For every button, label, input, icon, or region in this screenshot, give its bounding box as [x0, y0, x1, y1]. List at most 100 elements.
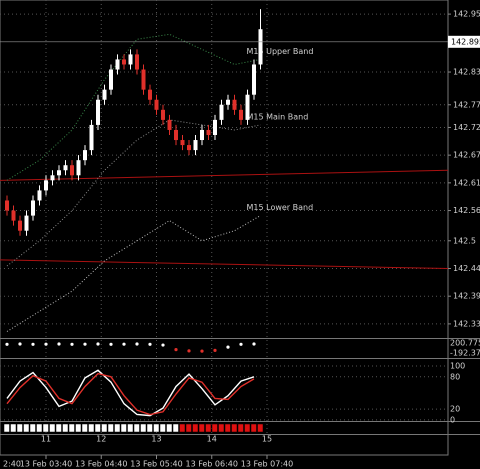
signal-cell — [36, 423, 43, 433]
signal-cell — [94, 423, 101, 433]
y-tick-label: 142.835 — [453, 68, 480, 77]
level-line — [0, 169, 449, 181]
signal-cell — [29, 423, 36, 433]
band-label: M15 Upper Band — [247, 47, 314, 56]
x-tick-label: 13 Feb 06:40 — [186, 460, 238, 469]
indicator-dot — [135, 342, 139, 346]
indicator-dot — [161, 343, 165, 347]
indicator-dot — [252, 342, 256, 346]
x-tick-label: 12 — [96, 435, 106, 444]
candle-body — [89, 124, 94, 151]
signal-cell — [10, 423, 17, 433]
x-tick-label: 13 Feb 05:40 — [130, 460, 182, 469]
candle-body — [128, 54, 133, 65]
candle-body — [37, 190, 42, 201]
signal-cell — [133, 423, 140, 433]
candle-body — [161, 109, 165, 120]
indicator-dot — [57, 342, 61, 346]
candle-body — [167, 119, 172, 130]
candle-body — [109, 69, 113, 90]
indicator-dot — [148, 342, 152, 346]
candle-body — [44, 180, 48, 191]
signal-cell — [101, 423, 108, 433]
candle-body — [50, 175, 55, 181]
signal-cell — [153, 423, 160, 433]
y-tick-label: 142.56 — [453, 206, 480, 215]
oscillator-line — [6, 372, 255, 416]
indicator-dot — [122, 342, 126, 346]
y-tick-label: 142.77 — [453, 100, 480, 109]
candle-body — [200, 129, 204, 141]
candle-body — [187, 145, 191, 151]
indicator-dot — [213, 348, 217, 352]
x-tick-label: 13 Feb 03:40 — [20, 460, 72, 469]
signal-cell — [218, 423, 225, 433]
signal-cell — [49, 423, 56, 433]
signal-cell — [250, 423, 257, 433]
candle-body — [24, 215, 29, 231]
signal-cell — [205, 423, 212, 433]
y-tick-label: -192.3705 — [450, 349, 480, 358]
signal-cell — [88, 423, 95, 433]
indicator-dot — [83, 342, 87, 346]
candle-body — [11, 210, 16, 221]
signal-cell — [81, 423, 88, 433]
oscillator-line — [6, 369, 255, 417]
x-tick-label: 15 — [262, 435, 272, 444]
indicator-dot — [31, 342, 35, 346]
y-tick-label: 200.775 — [450, 338, 480, 347]
y-tick-label: 142.335 — [453, 319, 480, 328]
candle-body — [5, 200, 9, 211]
signal-cell — [75, 423, 82, 433]
indicator-dot — [200, 349, 204, 353]
signal-cell — [23, 423, 30, 433]
signal-cell — [146, 423, 153, 433]
signal-cell — [55, 423, 62, 433]
signal-cell — [120, 423, 127, 433]
candle-body — [148, 89, 152, 100]
candle-body — [76, 160, 81, 176]
y-tick-label: 142.95 — [453, 10, 480, 19]
x-tick-label: 13 — [151, 435, 161, 444]
signal-cell — [159, 423, 166, 433]
candle-body — [63, 165, 68, 171]
y-tick-label: 142.39 — [453, 292, 480, 301]
signal-cell — [244, 423, 251, 433]
band-line — [6, 215, 261, 332]
candle-body — [141, 69, 146, 90]
candle-body — [70, 165, 74, 176]
indicator-dot — [226, 345, 230, 349]
signal-cell — [185, 423, 192, 433]
candle-body — [154, 99, 159, 110]
indicator-dot — [70, 342, 74, 346]
signal-cell — [166, 423, 173, 433]
candle-body — [102, 89, 107, 100]
signal-cell — [192, 423, 199, 433]
candle-body — [180, 140, 185, 146]
candle-body — [31, 200, 35, 216]
candle-body — [232, 99, 237, 110]
candle-body — [83, 150, 87, 161]
candle-body — [226, 99, 230, 105]
x-tick-label: 13 Feb 07:40 — [241, 460, 293, 469]
candle-body — [115, 59, 120, 70]
y-tick-label: 100 — [450, 362, 465, 371]
level-line — [0, 259, 449, 269]
y-tick-label: 142.725 — [453, 123, 480, 132]
signal-cell — [68, 423, 75, 433]
candle-body — [239, 109, 243, 120]
signal-cell — [257, 423, 264, 433]
candle-body — [206, 129, 211, 135]
last-price-label: 142.895 — [451, 37, 480, 46]
candle-body — [252, 64, 256, 95]
x-tick-label: 2:40 — [3, 460, 21, 469]
last-price-box — [448, 35, 480, 48]
signal-cell — [127, 423, 134, 433]
candle-body — [258, 29, 263, 65]
candle-body — [122, 59, 126, 65]
x-tick-label: 13 Feb 04:40 — [75, 460, 127, 469]
y-tick-label: 142.445 — [453, 264, 480, 273]
candle-body — [135, 54, 139, 70]
signal-cell — [114, 423, 121, 433]
